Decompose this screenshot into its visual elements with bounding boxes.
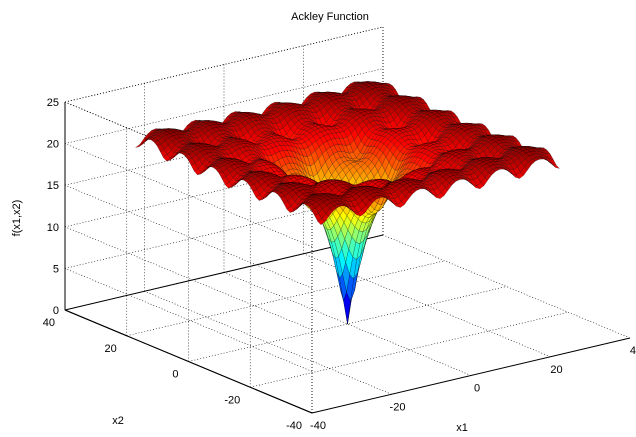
x-axis-line — [311, 337, 631, 414]
z-tick-label: 25 — [47, 97, 59, 109]
grid-line — [64, 109, 384, 186]
z-tick-label: 10 — [47, 222, 59, 234]
y-tick-label: 0 — [172, 369, 178, 381]
y-tick-label: -20 — [224, 394, 240, 406]
surface-patch — [551, 164, 560, 169]
y-tick-label: 20 — [105, 343, 117, 355]
x-tick-label: 40 — [630, 345, 636, 357]
y-axis-label: x2 — [112, 415, 124, 427]
surface-layer — [135, 81, 560, 325]
z-axis-label: f(x1,x2) — [11, 200, 23, 237]
z-tick-label: 5 — [53, 263, 59, 275]
grid-line — [188, 286, 507, 362]
x-tick-label: 0 — [474, 383, 480, 395]
grid-line — [64, 151, 384, 228]
grid-line — [64, 26, 384, 103]
x-tick-label: 20 — [550, 364, 562, 376]
x-tick-label: -20 — [390, 401, 406, 413]
y-tick-label: 40 — [43, 317, 55, 329]
grid-line — [126, 260, 445, 337]
box-edge — [64, 234, 384, 311]
grid-line — [64, 68, 384, 144]
z-tick-label: 15 — [47, 180, 59, 192]
x-tick-label: -40 — [310, 420, 326, 432]
y-tick-label: -40 — [286, 420, 302, 432]
grid-line — [64, 193, 384, 269]
x-axis-label: x1 — [456, 422, 468, 434]
grid-line — [64, 184, 313, 289]
grid-line — [64, 226, 313, 331]
y-axis-line — [64, 309, 313, 414]
z-tick-label: 20 — [47, 139, 59, 151]
grid-line — [250, 311, 569, 388]
chart-title: Ackley Function — [291, 11, 369, 23]
grid-line — [64, 268, 313, 372]
z-tick-label: 0 — [53, 305, 59, 317]
